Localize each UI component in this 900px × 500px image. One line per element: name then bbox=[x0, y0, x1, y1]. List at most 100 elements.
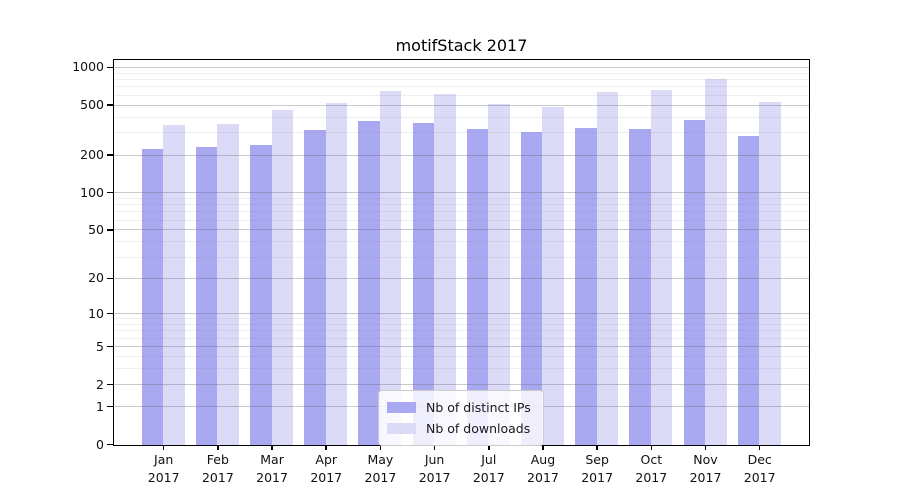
bar-downloads-sep bbox=[596, 92, 619, 445]
x-tick-label-mar: Mar 2017 bbox=[256, 452, 288, 485]
x-tick-label-jul: Jul 2017 bbox=[472, 452, 505, 485]
bar-downloads-mar bbox=[271, 110, 294, 445]
y-tick-mark bbox=[107, 154, 113, 156]
y-tick-label: 1000 bbox=[72, 59, 104, 75]
bar-downloads-aug bbox=[542, 107, 564, 445]
bar-distinct-ips-may bbox=[358, 121, 380, 445]
y-tick-mark bbox=[107, 66, 113, 69]
bar-distinct-ips-jul bbox=[466, 128, 489, 445]
major-gridline bbox=[114, 229, 809, 231]
minor-gridline bbox=[114, 368, 809, 370]
y-tick-label: 10 bbox=[88, 305, 104, 321]
bar-downloads-jan bbox=[163, 125, 185, 445]
bars-layer bbox=[114, 60, 809, 445]
minor-gridline bbox=[114, 356, 809, 358]
major-gridline bbox=[114, 346, 809, 348]
legend-label-distinct-ips: Nb of distinct IPs bbox=[426, 400, 531, 415]
x-tick-label-oct: Oct 2017 bbox=[635, 452, 668, 485]
bar-distinct-ips-jun bbox=[412, 122, 435, 445]
y-tick-label: 50 bbox=[88, 221, 104, 237]
x-tick-mark bbox=[162, 445, 165, 450]
chart-title: motifStack 2017 bbox=[395, 36, 528, 55]
major-gridline bbox=[114, 192, 809, 194]
x-tick-mark bbox=[217, 445, 219, 450]
bar-downloads-may bbox=[379, 91, 402, 445]
legend: Nb of distinct IPs Nb of downloads bbox=[378, 390, 544, 446]
bar-distinct-ips-jan bbox=[141, 148, 164, 445]
x-tick-mark bbox=[758, 445, 761, 450]
y-tick-mark bbox=[107, 345, 113, 348]
x-tick-label-dec: Dec 2017 bbox=[743, 452, 776, 485]
x-tick-label-feb: Feb 2017 bbox=[201, 452, 234, 485]
bar-downloads-jun bbox=[434, 93, 456, 445]
x-tick-label-jun: Jun 2017 bbox=[418, 452, 451, 485]
x-tick-label-sep: Sep 2017 bbox=[581, 452, 614, 485]
bar-downloads-feb bbox=[217, 124, 239, 445]
minor-gridline bbox=[114, 86, 809, 88]
minor-gridline bbox=[114, 324, 809, 326]
plot-area: Nb of distinct IPs Nb of downloads bbox=[113, 59, 810, 446]
y-tick-label: 20 bbox=[88, 270, 104, 286]
major-gridline bbox=[114, 154, 809, 156]
x-tick-mark bbox=[704, 445, 707, 450]
y-tick-mark bbox=[107, 104, 113, 106]
x-tick-mark bbox=[271, 445, 273, 450]
x-tick-mark bbox=[596, 445, 598, 450]
x-tick-label-aug: Aug 2017 bbox=[527, 452, 559, 485]
bar-distinct-ips-sep bbox=[575, 128, 597, 445]
bar-downloads-jul bbox=[488, 104, 510, 445]
major-gridline bbox=[114, 66, 809, 68]
minor-gridline bbox=[114, 116, 809, 118]
major-gridline bbox=[114, 104, 809, 106]
x-tick-mark bbox=[325, 445, 327, 450]
y-tick-mark bbox=[107, 229, 113, 231]
x-tick-mark bbox=[433, 445, 436, 450]
y-tick-mark bbox=[107, 312, 113, 315]
x-tick-label-nov: Nov 2017 bbox=[689, 452, 722, 485]
bar-downloads-dec bbox=[759, 102, 781, 445]
y-tick-mark bbox=[107, 191, 113, 194]
bar-downloads-oct bbox=[650, 90, 673, 445]
x-tick-label-apr: Apr 2017 bbox=[310, 452, 343, 485]
y-tick-label: 500 bbox=[80, 97, 104, 113]
minor-gridline bbox=[114, 72, 809, 74]
y-tick-label: 5 bbox=[96, 338, 104, 354]
x-tick-mark bbox=[488, 445, 490, 450]
x-tick-label-jan: Jan 2017 bbox=[147, 452, 180, 485]
legend-item-downloads: Nb of downloads bbox=[387, 418, 531, 439]
minor-gridline bbox=[114, 197, 809, 199]
legend-item-distinct-ips: Nb of distinct IPs bbox=[387, 397, 531, 418]
y-tick-mark bbox=[107, 383, 113, 386]
minor-gridline bbox=[114, 94, 809, 96]
x-tick-mark bbox=[542, 445, 544, 450]
minor-gridline bbox=[114, 219, 809, 221]
minor-gridline bbox=[114, 337, 809, 339]
major-gridline bbox=[114, 384, 809, 386]
y-tick-mark bbox=[107, 277, 113, 280]
legend-swatch-downloads bbox=[387, 423, 416, 434]
minor-gridline bbox=[114, 241, 809, 243]
x-tick-label-may: May 2017 bbox=[364, 452, 397, 485]
minor-gridline bbox=[114, 318, 809, 320]
y-tick-label: 100 bbox=[80, 184, 104, 200]
y-tick-label: 0 bbox=[96, 436, 104, 452]
bar-distinct-ips-apr bbox=[304, 129, 326, 445]
bar-distinct-ips-feb bbox=[195, 146, 218, 445]
bar-distinct-ips-nov bbox=[683, 120, 705, 445]
bar-distinct-ips-oct bbox=[629, 128, 651, 445]
bar-downloads-apr bbox=[325, 102, 348, 445]
y-tick-label: 200 bbox=[80, 147, 104, 163]
grid-layer bbox=[114, 60, 809, 445]
legend-swatch-distinct-ips bbox=[387, 402, 416, 413]
x-tick-mark bbox=[650, 445, 653, 450]
minor-gridline bbox=[114, 132, 809, 134]
minor-gridline bbox=[114, 204, 809, 206]
bar-distinct-ips-dec bbox=[737, 136, 760, 445]
legend-label-downloads: Nb of downloads bbox=[426, 421, 531, 436]
x-tick-mark bbox=[379, 445, 382, 450]
minor-gridline bbox=[114, 79, 809, 81]
major-gridline bbox=[114, 277, 809, 279]
minor-gridline bbox=[114, 211, 809, 213]
bar-downloads-nov bbox=[705, 78, 727, 445]
